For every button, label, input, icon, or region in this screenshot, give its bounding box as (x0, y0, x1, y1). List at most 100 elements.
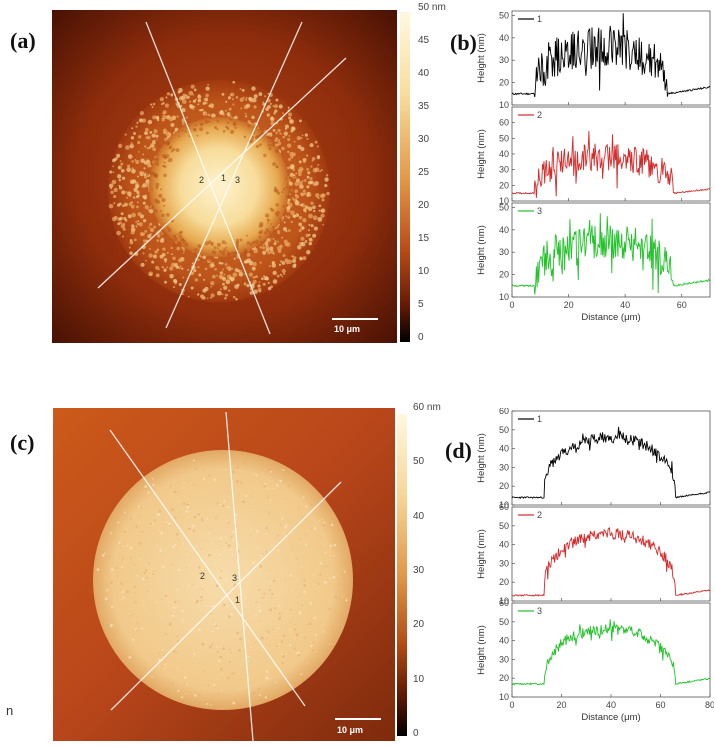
afm-speckle (236, 465, 240, 469)
afm-speckle (232, 272, 238, 278)
afm-speckle (284, 533, 286, 536)
afm-speckle (211, 630, 214, 633)
afm-speckle (173, 600, 177, 604)
afm-speckle (177, 667, 179, 669)
afm-speckle (144, 229, 148, 233)
afm-speckle (345, 599, 348, 602)
afm-speckle (185, 510, 189, 513)
afm-speckle (263, 275, 266, 278)
afm-speckle (141, 171, 145, 175)
afm-speckle (118, 541, 121, 544)
afm-speckle (162, 128, 168, 133)
afm-speckle (152, 102, 156, 106)
afm-speckle (256, 135, 259, 138)
y-tick-label: 50 (499, 425, 509, 435)
afm-speckle (157, 144, 162, 149)
afm-speckle (192, 459, 195, 462)
afm-speckle (101, 582, 103, 585)
afm-speckle (147, 491, 150, 494)
afm-speckle (300, 136, 303, 140)
afm-speckle (157, 652, 160, 655)
afm-speckle (165, 131, 171, 137)
afm-speckle (270, 136, 273, 140)
afm-speckle (255, 144, 260, 148)
afm-speckle (142, 252, 145, 255)
stray-text: n (6, 703, 14, 718)
afm-speckle (268, 147, 272, 151)
afm-speckle (278, 605, 281, 607)
afm-speckle (191, 526, 193, 529)
afm-speckle (245, 103, 251, 108)
afm-speckle (310, 667, 313, 669)
afm-speckle (232, 80, 236, 84)
afm-speckle (281, 653, 283, 656)
afm-speckle (266, 677, 269, 680)
afm-speckle (181, 535, 183, 537)
afm-speckle (230, 506, 232, 508)
afm-speckle (185, 683, 188, 686)
y-axis-label: Height (nm) (476, 433, 487, 483)
colorbar-tick-label: 40 (413, 510, 425, 522)
afm-speckle (162, 204, 166, 207)
afm-speckle (220, 673, 223, 675)
afm-speckle (210, 704, 212, 706)
afm-speckle (294, 637, 296, 639)
afm-speckle (144, 568, 148, 572)
afm-speckle (135, 225, 138, 228)
afm-speckle (173, 606, 176, 609)
afm-speckle (183, 502, 186, 506)
afm-speckle (281, 268, 286, 274)
afm-speckle (276, 274, 280, 278)
afm-speckle (245, 98, 248, 101)
afm-speckle (308, 670, 311, 673)
afm-speckle (155, 182, 160, 187)
afm-speckle (261, 525, 263, 527)
afm-speckle (209, 645, 212, 649)
afm-speckle (171, 242, 176, 247)
afm-speckle (325, 174, 329, 177)
afm-speckle (258, 231, 262, 235)
afm-speckle (113, 202, 116, 205)
afm-speckle (130, 204, 135, 209)
legend-label: 2 (537, 510, 542, 520)
afm-speckle (225, 694, 227, 696)
afm-speckle (199, 255, 202, 258)
afm-speckle (277, 191, 281, 195)
profile-line-2 (511, 527, 711, 597)
afm-speckle (169, 273, 174, 279)
colorbar-tick-label: 35 (418, 101, 430, 112)
afm-speckle (225, 125, 228, 129)
colorbar-tick-label: 10 (418, 266, 430, 277)
afm-speckle (177, 689, 180, 692)
afm-speckle (190, 84, 195, 89)
afm-speckle (232, 539, 235, 542)
afm-speckle (279, 523, 282, 525)
afm-speckle (211, 454, 214, 458)
afm-speckle (293, 623, 295, 626)
afm-speckle (265, 550, 267, 553)
afm-speckle (267, 286, 272, 291)
afm-speckle (137, 494, 140, 497)
afm-speckle (272, 105, 275, 108)
afm-speckle (143, 167, 146, 170)
afm-speckle (123, 191, 126, 194)
afm-speckle (174, 245, 178, 249)
afm-speckle (154, 217, 157, 220)
afm-speckle (240, 679, 242, 681)
afm-speckle (178, 243, 183, 248)
afm-speckle (163, 667, 165, 670)
afm-speckle (138, 135, 142, 139)
afm-speckle (131, 212, 137, 218)
afm-speckle (282, 187, 286, 191)
afm-speckle (211, 113, 216, 119)
afm-speckle (275, 141, 279, 145)
afm-speckle (178, 600, 180, 602)
afm-speckle (135, 205, 139, 209)
afm-speckle (269, 249, 274, 254)
afm-speckle (222, 129, 226, 133)
afm-speckle (258, 92, 263, 97)
afm-speckle (227, 252, 231, 256)
afm-speckle (259, 694, 261, 696)
afm-speckle (251, 115, 255, 120)
afm-speckle (158, 510, 161, 513)
